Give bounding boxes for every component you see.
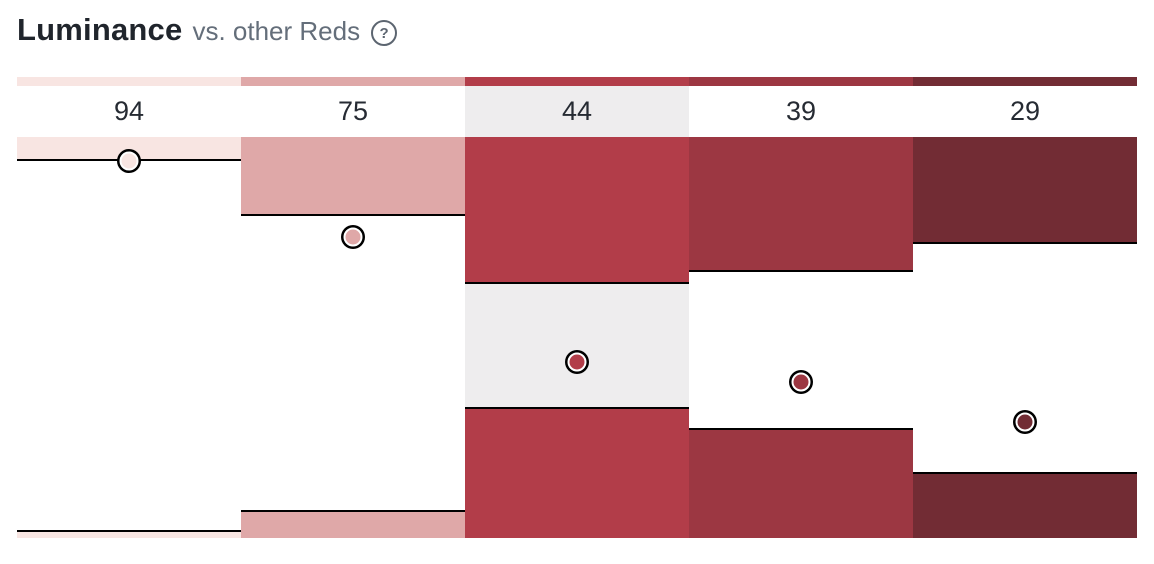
band-top [241, 137, 465, 217]
shade-column-29[interactable]: 29 [913, 86, 1137, 538]
band-bottom [17, 529, 241, 538]
column-value-label: 39 [785, 96, 817, 126]
band-bottom [241, 509, 465, 538]
strip-segment [689, 77, 913, 86]
column-chart-area [17, 137, 241, 538]
value-dot [1015, 412, 1035, 432]
shade-column-44-selected[interactable]: 44 [465, 86, 689, 538]
color-scale-strip [17, 77, 1137, 86]
column-chart-area [241, 137, 465, 538]
value-dot [791, 372, 811, 392]
column-chart-area [465, 137, 689, 538]
column-value-label: 75 [337, 96, 369, 126]
band-top [465, 137, 689, 285]
strip-segment [241, 77, 465, 86]
band-bottom [913, 471, 1137, 538]
value-dot [567, 352, 587, 372]
band-bottom [689, 427, 913, 538]
strip-segment [913, 77, 1137, 86]
value-dot [119, 151, 139, 171]
strip-segment [465, 77, 689, 86]
column-chart-area [689, 137, 913, 538]
band-bottom [465, 406, 689, 538]
column-value-label: 44 [561, 96, 593, 126]
strip-segment [17, 77, 241, 86]
shade-column-39[interactable]: 39 [689, 86, 913, 538]
shade-column-75[interactable]: 75 [241, 86, 465, 538]
band-top [689, 137, 913, 273]
luminance-chart: 94 75 44 39 [17, 86, 1137, 538]
band-top [913, 137, 1137, 245]
column-chart-area [913, 137, 1137, 538]
page-subtitle: vs. other Reds [192, 16, 361, 46]
column-value-label: 94 [113, 96, 145, 126]
column-value-label: 29 [1009, 96, 1041, 126]
panel-header: Luminance vs. other Reds ? [17, 12, 398, 48]
help-icon[interactable]: ? [371, 20, 398, 46]
page-title: Luminance [17, 12, 183, 47]
value-dot [343, 227, 363, 247]
shade-column-94[interactable]: 94 [17, 86, 241, 538]
